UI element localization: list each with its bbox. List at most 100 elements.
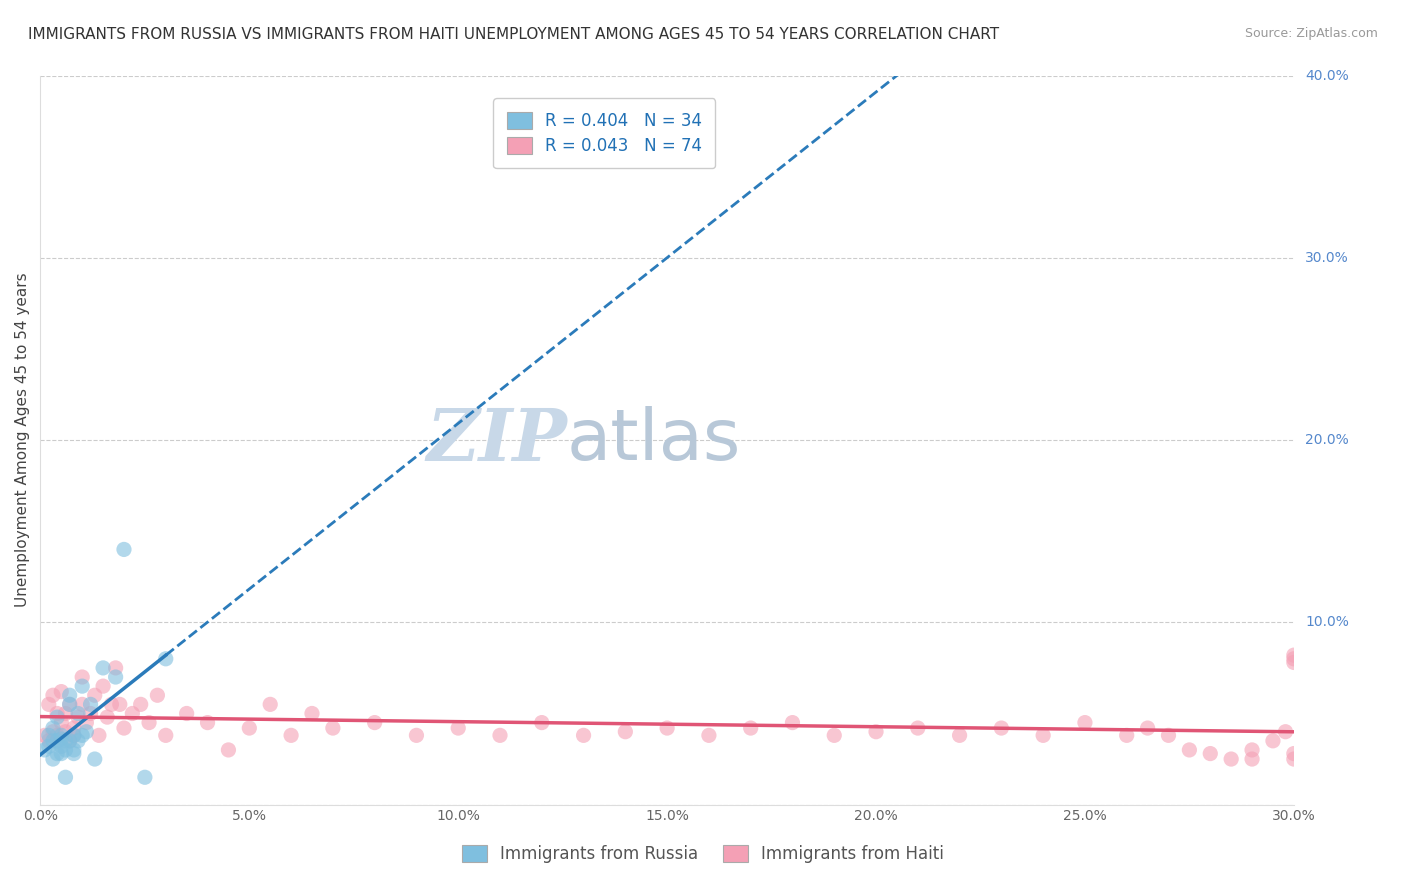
Point <box>42 721 65 735</box>
Point <box>948 728 970 742</box>
Legend: R = 0.404   N = 34, R = 0.043   N = 74: R = 0.404 N = 34, R = 0.043 N = 74 <box>494 98 716 168</box>
Point <box>51 728 73 742</box>
Point <box>91 661 114 675</box>
Point <box>1199 747 1222 761</box>
Point <box>70 679 93 693</box>
Point <box>70 670 93 684</box>
Point <box>63 728 86 742</box>
Point <box>1157 728 1180 742</box>
Point <box>38 739 60 754</box>
Point <box>79 698 101 712</box>
Point <box>447 721 470 735</box>
Point <box>1261 734 1284 748</box>
Point <box>1178 743 1201 757</box>
Point <box>51 747 73 761</box>
Point <box>42 688 65 702</box>
Point <box>42 752 65 766</box>
Point <box>740 721 762 735</box>
Point <box>66 710 89 724</box>
Point <box>38 728 60 742</box>
Text: ZIP: ZIP <box>426 405 567 475</box>
Point <box>59 698 82 712</box>
Text: IMMIGRANTS FROM RUSSIA VS IMMIGRANTS FROM HAITI UNEMPLOYMENT AMONG AGES 45 TO 54: IMMIGRANTS FROM RUSSIA VS IMMIGRANTS FRO… <box>28 27 1000 42</box>
Point <box>51 739 73 754</box>
Point <box>1074 715 1097 730</box>
Point <box>301 706 323 721</box>
Point <box>146 688 169 702</box>
Point <box>138 715 160 730</box>
Text: atlas: atlas <box>567 406 741 475</box>
Point <box>155 652 177 666</box>
Text: 30.0%: 30.0% <box>1305 251 1348 265</box>
Point <box>46 728 69 742</box>
Point <box>1282 752 1305 766</box>
Point <box>280 728 302 742</box>
Point <box>405 728 427 742</box>
Point <box>63 728 86 742</box>
Point <box>1282 648 1305 662</box>
Point <box>46 710 69 724</box>
Point <box>51 684 73 698</box>
Point <box>55 734 77 748</box>
Point <box>46 706 69 721</box>
Point <box>489 728 512 742</box>
Point <box>655 721 678 735</box>
Point <box>121 706 143 721</box>
Point <box>55 743 77 757</box>
Point <box>66 734 89 748</box>
Point <box>55 706 77 721</box>
Point <box>55 770 77 784</box>
Legend: Immigrants from Russia, Immigrants from Haiti: Immigrants from Russia, Immigrants from … <box>450 833 956 875</box>
Point <box>63 721 86 735</box>
Point <box>129 698 152 712</box>
Point <box>91 679 114 693</box>
Point <box>34 743 56 757</box>
Point <box>70 698 93 712</box>
Point <box>823 728 845 742</box>
Point <box>38 698 60 712</box>
Point <box>51 715 73 730</box>
Point <box>1282 656 1305 670</box>
Point <box>42 724 65 739</box>
Text: 10.0%: 10.0% <box>1305 615 1348 630</box>
Point <box>865 724 887 739</box>
Point <box>75 715 97 730</box>
Point <box>87 728 110 742</box>
Point <box>46 747 69 761</box>
Point <box>70 728 93 742</box>
Point <box>572 728 595 742</box>
Point <box>59 734 82 748</box>
Point <box>134 770 156 784</box>
Point <box>42 734 65 748</box>
Point <box>46 734 69 748</box>
Point <box>34 728 56 742</box>
Point <box>83 752 105 766</box>
Point <box>59 698 82 712</box>
Point <box>63 747 86 761</box>
Point <box>1032 728 1054 742</box>
Point <box>55 724 77 739</box>
Point <box>990 721 1012 735</box>
Point <box>1282 652 1305 666</box>
Y-axis label: Unemployment Among Ages 45 to 54 years: Unemployment Among Ages 45 to 54 years <box>15 273 30 607</box>
Point <box>108 698 131 712</box>
Point <box>66 706 89 721</box>
Point <box>1241 743 1264 757</box>
Point <box>197 715 219 730</box>
Text: 40.0%: 40.0% <box>1305 69 1348 83</box>
Point <box>75 724 97 739</box>
Point <box>217 743 239 757</box>
Text: Source: ZipAtlas.com: Source: ZipAtlas.com <box>1244 27 1378 40</box>
Point <box>614 724 637 739</box>
Point <box>1136 721 1159 735</box>
Point <box>155 728 177 742</box>
Point <box>100 698 122 712</box>
Point <box>112 721 135 735</box>
Point <box>322 721 344 735</box>
Point <box>83 688 105 702</box>
Point <box>782 715 804 730</box>
Point <box>1220 752 1243 766</box>
Point <box>1115 728 1137 742</box>
Point <box>38 734 60 748</box>
Point <box>238 721 260 735</box>
